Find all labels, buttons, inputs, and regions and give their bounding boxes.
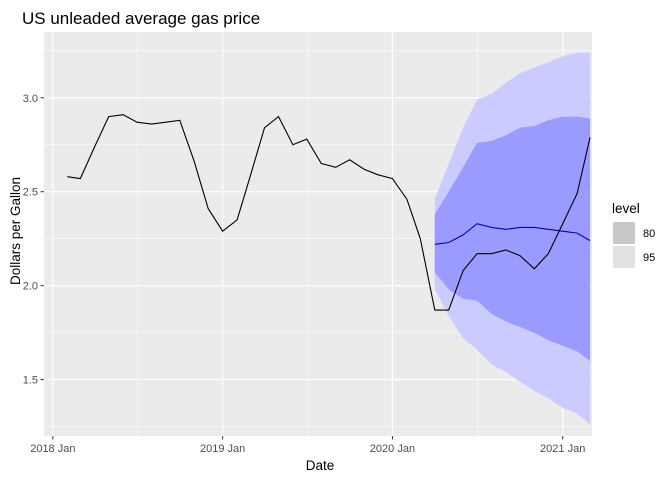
y-tick-label-2: 2.5 — [23, 187, 38, 199]
price-history-line — [67, 114, 591, 311]
forecast-mean-line — [434, 223, 591, 245]
legend-title: level — [612, 201, 640, 216]
legend-key-80 — [613, 222, 635, 244]
x-tick-label-3: 2021 Jan — [540, 443, 585, 455]
x-tick-label-1: 2019 Jan — [200, 443, 245, 455]
legend-label-80: 80 — [643, 228, 655, 240]
legend-label-95: 95 — [643, 252, 655, 264]
y-tick-label-0: 1.5 — [23, 375, 38, 387]
x-tick-label-0: 2018 Jan — [30, 443, 75, 455]
y-axis-title: Dollars per Gallon — [8, 177, 23, 285]
band-80 — [434, 116, 591, 361]
forecast-bands — [434, 52, 591, 425]
x-axis-ticks: 2018 Jan 2019 Jan 2020 Jan 2021 Jan — [30, 436, 585, 455]
series-lines — [67, 114, 591, 311]
y-axis-ticks: 1.5 2.0 2.5 3.0 — [23, 93, 44, 387]
x-axis-title: Date — [306, 458, 335, 473]
chart-title: US unleaded average gas price — [22, 9, 260, 28]
legend-key-95 — [613, 246, 635, 268]
legend: level 80 95 — [612, 201, 655, 268]
minor-gridlines — [44, 32, 592, 436]
y-tick-label-1: 2.0 — [23, 281, 38, 293]
y-tick-label-3: 3.0 — [23, 93, 38, 105]
x-tick-label-2: 2020 Jan — [370, 443, 415, 455]
